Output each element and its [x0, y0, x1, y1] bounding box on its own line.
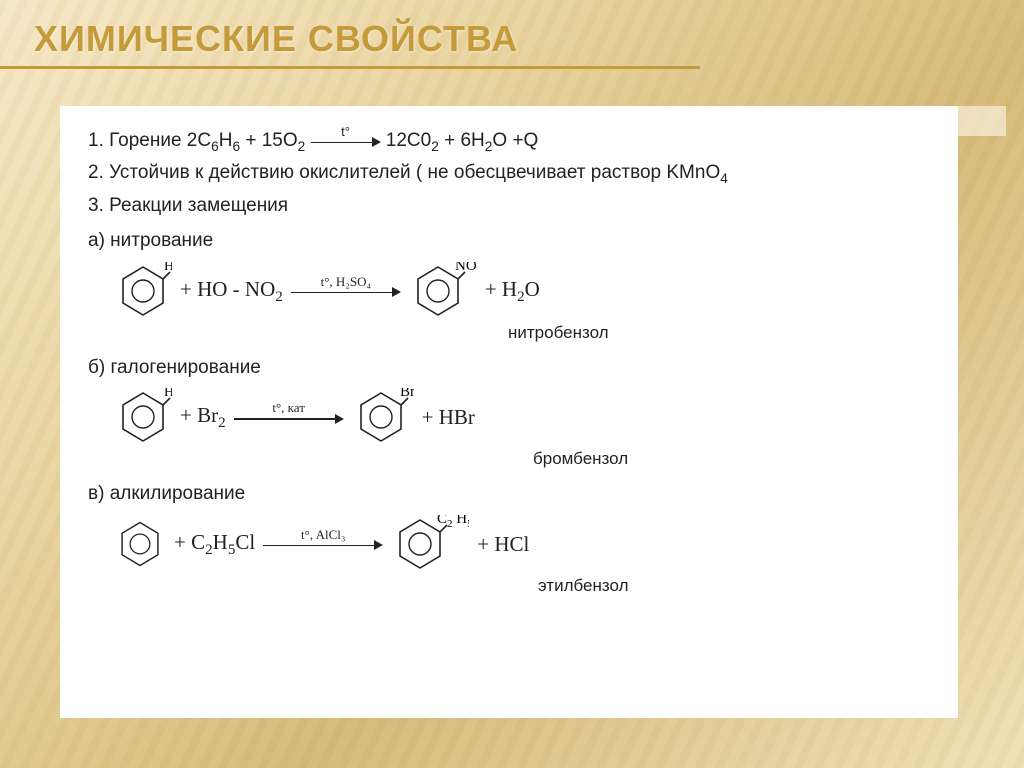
arrow-label-alkylation: t°, AlCl₃ — [263, 526, 383, 544]
oxidizers-text: 2. Устойчив к действию окислителей ( не … — [88, 162, 720, 183]
line-substitution-heading: 3. Реакции замещения — [88, 193, 930, 219]
benzene-in-nitration: H — [114, 262, 172, 320]
arrow-alkylation: t°, AlCl₃ — [263, 534, 383, 554]
combustion-rhs-a: 12C0 — [386, 130, 431, 151]
nitration-byproduct: + H2O — [485, 275, 540, 308]
content-panel: 1. Горение 2C6H6 + 15O2 t° 12C02 + 6H2O … — [60, 106, 958, 718]
sub2a: 2 — [298, 139, 306, 154]
eq-halogenation: H + Br2 t°, кат Br + HBr — [114, 388, 930, 446]
benzene-in-halogenation: H — [114, 388, 172, 446]
sub-in-H: H — [164, 262, 172, 274]
label-nitration: а) нитрование — [88, 228, 930, 254]
combustion-rhs-b: + 6H — [439, 130, 485, 151]
line-oxidizers: 2. Устойчив к действию окислителей ( не … — [88, 160, 930, 188]
product-bromobenzene: бромбензол — [533, 448, 930, 471]
line-combustion: 1. Горение 2C6H6 + 15O2 t° 12C02 + 6H2O … — [88, 128, 930, 156]
title-underline — [0, 66, 700, 69]
sub-out-C: C — [437, 515, 447, 527]
sub-out-H: H — [457, 515, 468, 527]
slide-title: ХИМИЧЕСКИЕ СВОЙСТВА — [34, 18, 518, 60]
arrow-combustion: t° — [311, 131, 381, 151]
arrow-halogenation: t°, кат — [234, 407, 344, 427]
alkylation-byproduct: + HCl — [477, 530, 529, 558]
sub4: 4 — [720, 171, 728, 186]
alkylation-reagent: + C2H5Cl — [174, 528, 255, 561]
label-alkylation: в) алкилирование — [88, 481, 930, 507]
benzene-out-halogenation: Br — [352, 388, 414, 446]
combustion-a: H — [219, 130, 233, 151]
arrow-label-halogenation: t°, кат — [234, 399, 344, 417]
nitration-reagent: + HO - NO2 — [180, 275, 283, 308]
svg-text:NO2: NO2 — [455, 262, 477, 277]
arrow-label-nitration: t°, H₂SO₄ — [291, 273, 401, 291]
combustion-prefix: 1. Горение 2C — [88, 130, 211, 151]
sub2b: 2 — [431, 139, 439, 154]
benzene-out-alkylation: C2 H5 — [391, 515, 469, 573]
sub-out-Br: Br — [400, 388, 414, 400]
product-nitrobenzene: нитробензол — [508, 322, 930, 345]
side-strip — [958, 106, 1006, 136]
halogenation-byproduct: + HBr — [422, 403, 475, 431]
sub6: 6 — [211, 139, 219, 154]
svg-text:C2 H5: C2 H5 — [437, 515, 469, 530]
combustion-b: + 15O — [240, 130, 298, 151]
sub-in-H2: H — [164, 388, 172, 400]
label-halogenation: б) галогенирование — [88, 355, 930, 381]
product-ethylbenzene: этилбензол — [538, 575, 930, 598]
halogenation-reagent: + Br2 — [180, 401, 226, 434]
benzene-in-alkylation — [114, 518, 166, 570]
arrow-label-combustion: t° — [311, 123, 381, 141]
eq-nitration: H + HO - NO2 t°, H₂SO₄ NO2 + H2O — [114, 262, 930, 320]
arrow-nitration: t°, H₂SO₄ — [291, 281, 401, 301]
combustion-rhs-c: O +Q — [492, 130, 538, 151]
sub-out-NO2: NO — [455, 262, 477, 274]
benzene-out-nitration: NO2 — [409, 262, 477, 320]
eq-alkylation: + C2H5Cl t°, AlCl₃ C2 H5 + HCl — [114, 515, 930, 573]
sub6b: 6 — [232, 139, 240, 154]
